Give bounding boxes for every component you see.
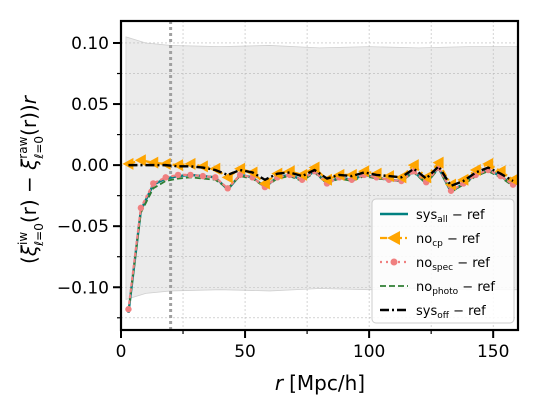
legend-entry-no-cp: nocp − ref — [380, 231, 480, 249]
legend-entry-no-spec: nospec − ref — [380, 256, 490, 273]
x-axis-label: r [Mpc/h] — [275, 371, 365, 395]
data-point-triangle — [358, 165, 370, 178]
x-tick-label: 100 — [353, 342, 385, 362]
data-point-triangle — [258, 177, 270, 190]
data-point-triangle — [469, 164, 481, 177]
legend-label: nocp − ref — [416, 232, 480, 249]
legend-swatch-marker — [387, 231, 400, 245]
data-point-circle — [236, 171, 244, 179]
data-point-triangle — [147, 156, 159, 169]
data-point-circle — [125, 306, 132, 313]
data-point-triangle — [407, 159, 419, 172]
series-line — [127, 167, 514, 312]
legend-label: sysall − ref — [416, 208, 485, 225]
x-tick-label: 150 — [477, 342, 509, 362]
data-point-circle — [137, 204, 145, 212]
legend-box — [371, 198, 515, 324]
data-point-circle — [224, 185, 231, 192]
data-point-triangle — [457, 173, 469, 186]
y-tick-label: −0.10 — [57, 278, 109, 298]
legend: sysall − ref nocp − ref nospec − ref nophot… — [371, 198, 515, 324]
data-point-triangle — [382, 170, 394, 183]
legend-swatch-marker — [390, 258, 398, 266]
data-point-circle — [150, 180, 157, 187]
data-point-circle — [174, 171, 182, 179]
series-sys-off — [128, 163, 514, 188]
data-point-triangle — [445, 178, 457, 191]
data-point-triangle — [283, 165, 295, 178]
data-point-triangle — [296, 168, 308, 181]
y-tick-label: −0.05 — [57, 217, 109, 237]
legend-entry-no-photo: nophoto − ref — [380, 280, 495, 297]
y-tick-label: 0.10 — [71, 34, 109, 54]
legend-label: sysoff − ref — [416, 304, 486, 321]
data-point-circle — [199, 172, 207, 180]
y-axis-label: (ξiw ℓ=0(r) − ξraw ℓ=0(r))r — [16, 94, 46, 264]
axis-ticks: 0 50 100 150 0.10 0.05 0.00 −0.05 −0.10 — [57, 34, 510, 362]
legend-entry-sys-all: sysall − ref — [380, 208, 485, 225]
data-point-triangle — [134, 154, 146, 167]
x-tick-label: 50 — [234, 342, 256, 362]
legend-label: nospec − ref — [416, 256, 490, 273]
y-tick-label: 0.05 — [71, 95, 109, 115]
plot-frame — [119, 19, 520, 332]
series-line — [128, 163, 514, 188]
y-tick-label: 0.00 — [71, 156, 109, 176]
data-point-circle — [212, 174, 219, 181]
data-point-triangle — [234, 162, 246, 175]
data-point-circle — [187, 171, 194, 179]
series-no-photo — [127, 167, 514, 312]
legend-label: nophoto − ref — [416, 280, 495, 297]
legend-entry-sys-off: sysoff − ref — [380, 304, 486, 321]
series-layer — [122, 154, 519, 314]
data-point-triangle — [122, 157, 134, 170]
data-point-circle — [162, 174, 169, 181]
data-point-triangle — [308, 161, 320, 174]
data-point-triangle — [159, 157, 171, 170]
data-point-triangle — [172, 159, 184, 172]
x-tick-label: 0 — [116, 342, 127, 362]
data-point-triangle — [482, 157, 494, 170]
data-point-triangle — [432, 156, 444, 169]
data-point-circle — [447, 187, 455, 194]
